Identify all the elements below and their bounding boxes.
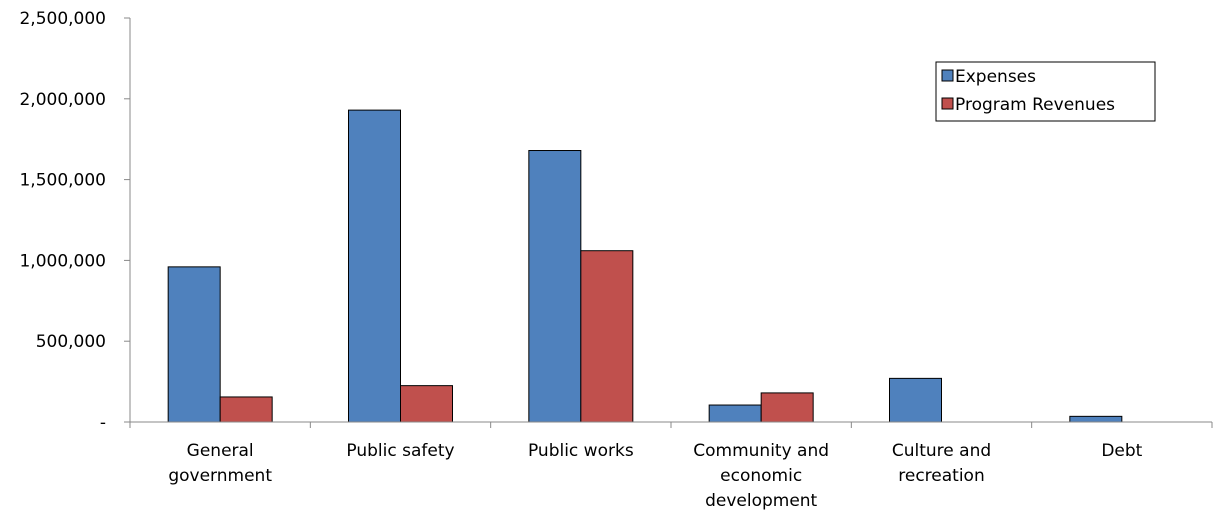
bar-program-revenues-public-safety [400,385,453,423]
bar-program-revenues-community-and-economic-development [760,392,814,423]
bars-group [167,109,1123,423]
axes-group [129,18,1213,428]
y-tick-label: 500,000 [36,332,106,352]
x-tick-label-culture-and-recreation: Culture and recreation [892,441,991,486]
x-tick-label-general-government: General government [168,441,272,486]
bar-expenses-debt [1069,415,1123,423]
y-tick-label: - [100,413,106,433]
legend-label-program-revenues: Program Revenues [955,95,1115,115]
y-tick-label: 1,500,000 [19,171,106,191]
legend-swatch-expenses [941,69,954,82]
y-tick-label: 2,500,000 [19,9,106,29]
x-tick-label-community-and-economic-development: Community and economic development [693,441,829,511]
bar-program-revenues-public-works [580,250,634,423]
y-axis-ticks: - 500,000 1,000,000 1,500,000 2,000,000 2,500… [19,9,130,433]
bar-expenses-public-safety [348,109,401,423]
bar-expenses-community-and-economic-development [708,404,762,423]
legend-swatch-program-revenues [941,97,954,110]
y-tick-label: 2,000,000 [19,90,106,110]
x-tick-label-public-safety: Public safety [346,441,454,461]
legend: Expenses Program Revenues [935,61,1156,122]
x-axis-labels: General government Public safety Public wor… [168,441,1142,511]
legend-label-expenses: Expenses [955,67,1036,87]
bar-expenses-culture-and-recreation [889,377,942,423]
legend-box [935,61,1156,122]
bar-expenses-public-works [528,150,582,423]
y-tick-label: 1,000,000 [19,251,106,271]
x-tick-label-public-works: Public works [528,441,634,461]
bar-expenses-general-government [167,266,221,423]
x-tick-label-debt: Debt [1101,441,1142,461]
bar-program-revenues-general-government [219,396,273,423]
